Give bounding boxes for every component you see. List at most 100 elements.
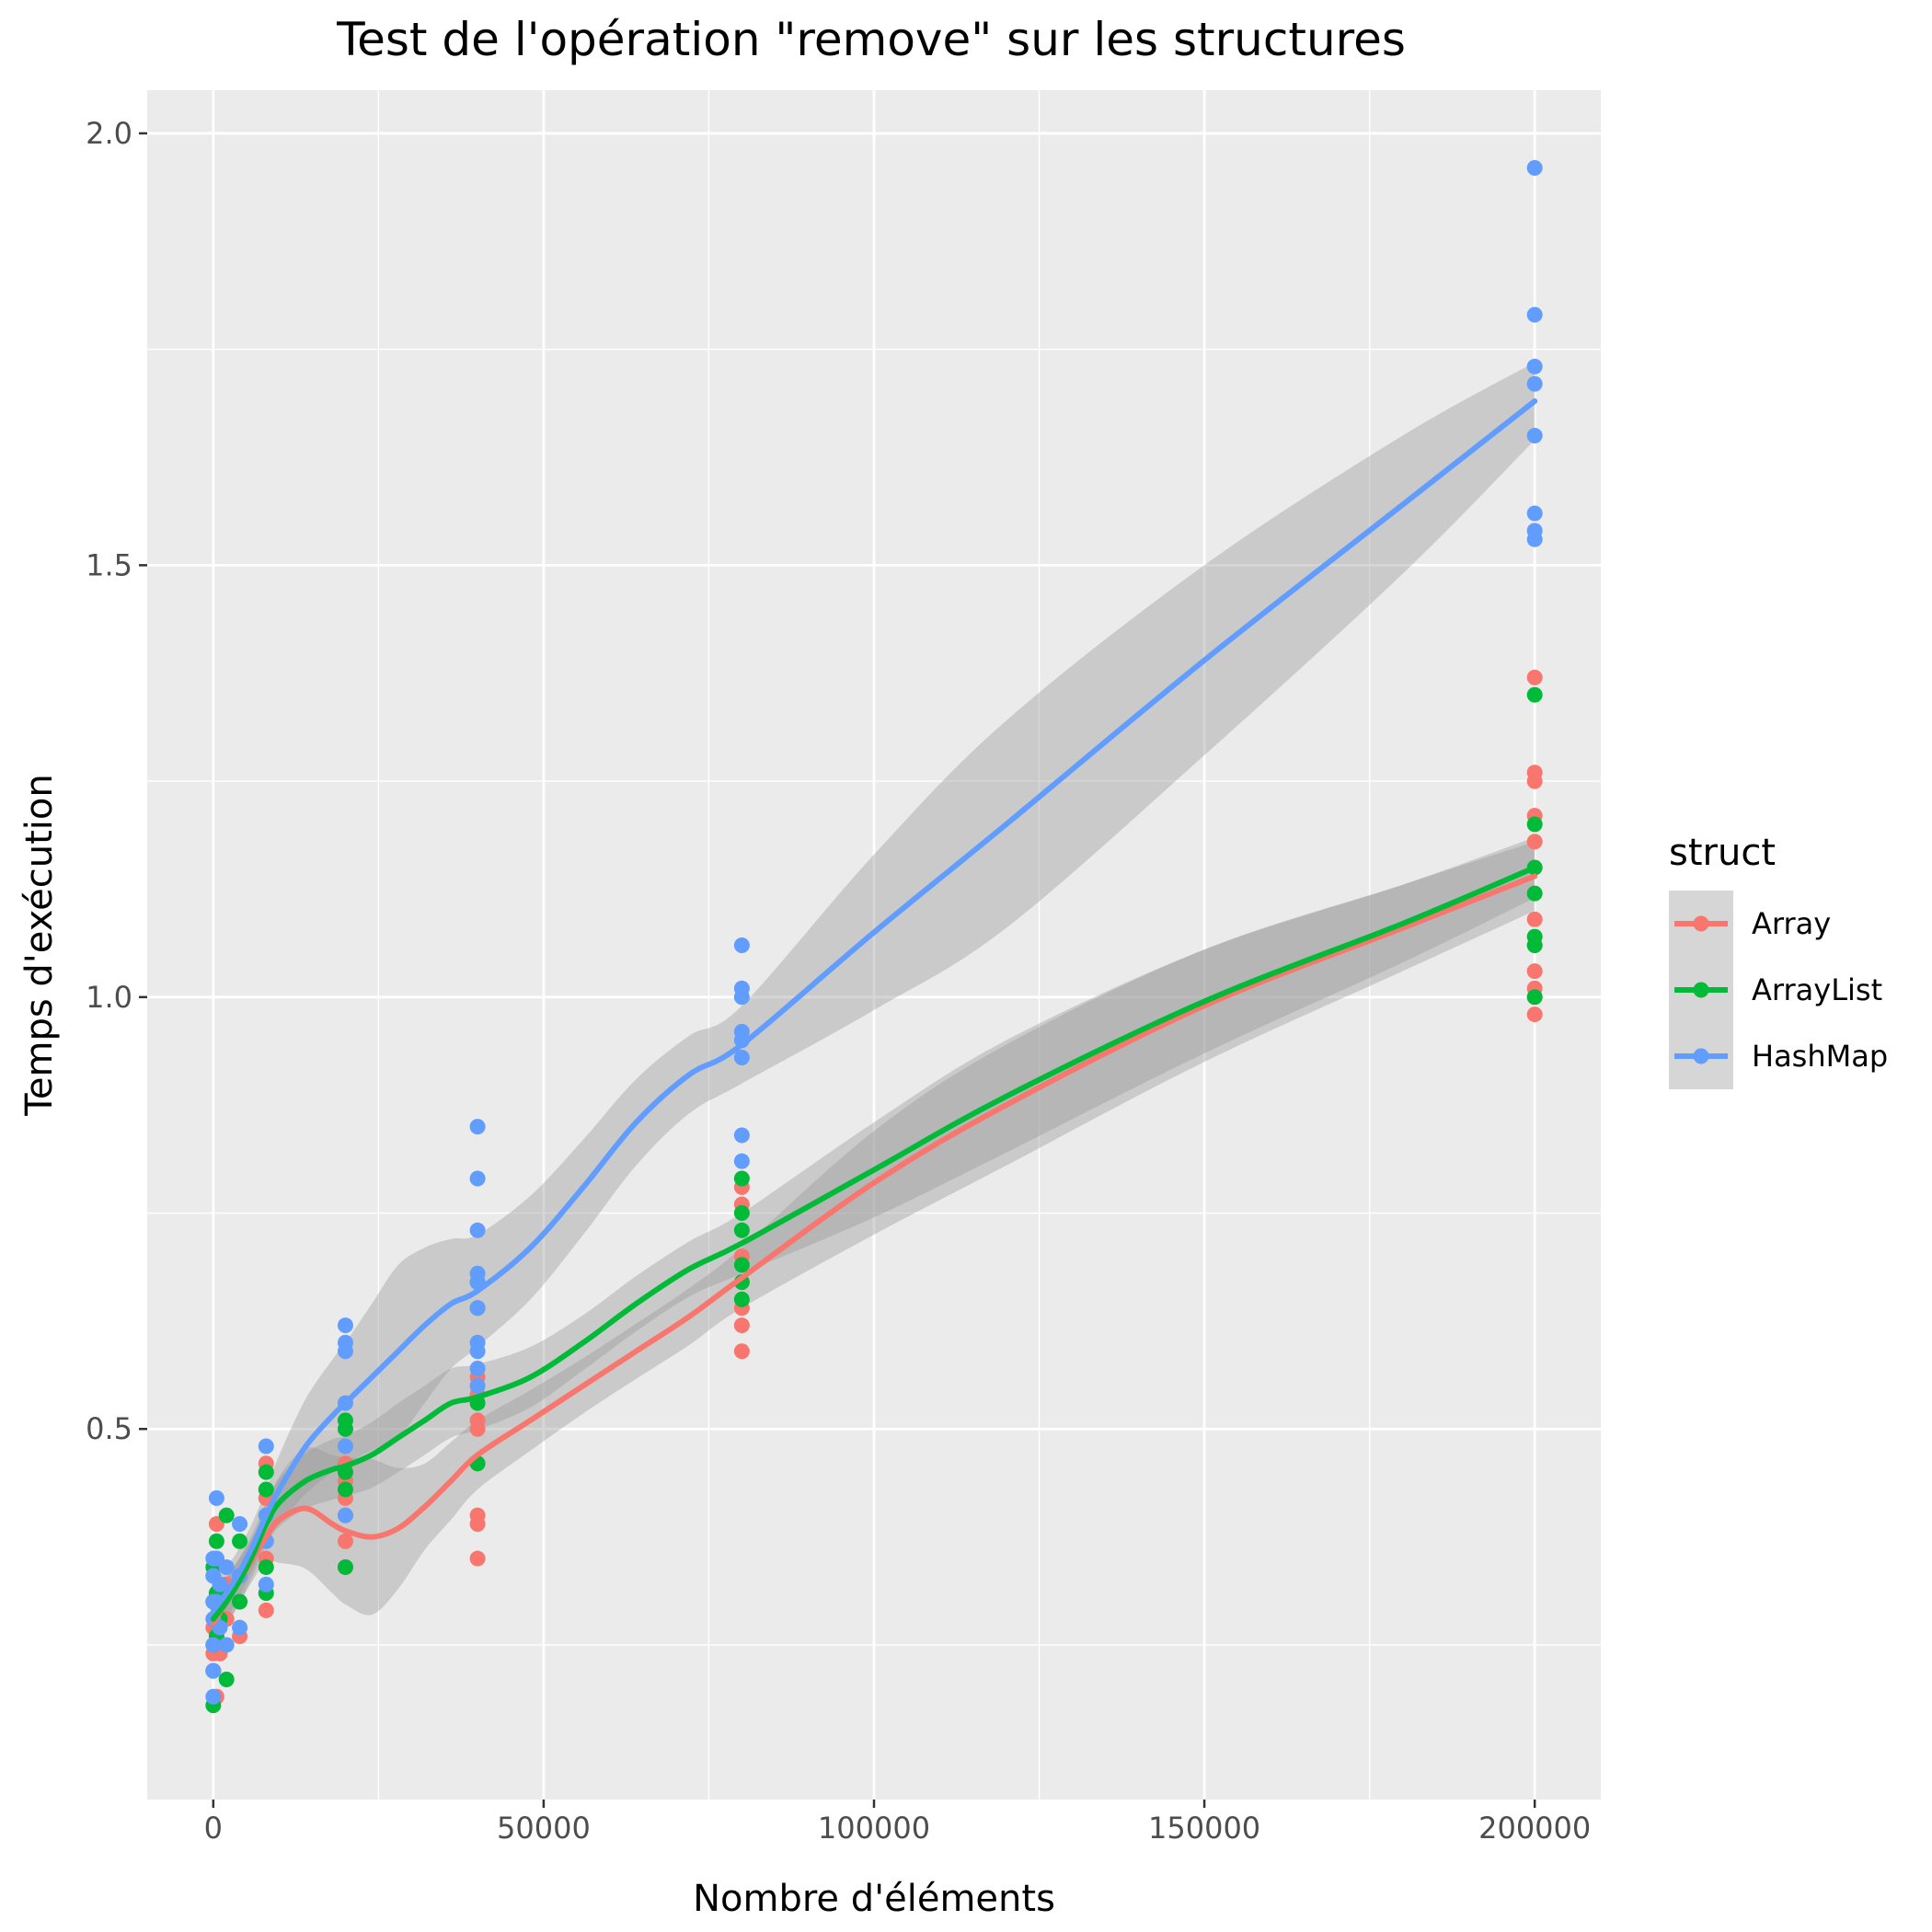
x-axis: 0 50000 100000 150000 200000 xyxy=(204,1800,1591,1846)
smooth-line-array xyxy=(210,873,1538,1627)
data-point-hashmap xyxy=(733,1127,750,1144)
data-point-array xyxy=(1526,1006,1543,1023)
data-point-hashmap xyxy=(1526,428,1543,444)
x-tick-label: 200000 xyxy=(1478,1811,1591,1846)
legend-point-arraylist xyxy=(1693,982,1709,998)
data-point-hashmap xyxy=(205,1637,222,1653)
data-point-arraylist xyxy=(1526,989,1543,1006)
data-point-hashmap xyxy=(1526,505,1543,522)
y-tick-label: 2.0 xyxy=(86,116,132,151)
data-point-hashmap xyxy=(1526,159,1543,176)
legend-title: struct xyxy=(1669,832,1776,874)
data-point-arraylist xyxy=(733,1257,750,1273)
data-point-hashmap xyxy=(469,1222,486,1238)
data-point-hashmap xyxy=(733,937,750,953)
data-point-array xyxy=(337,1533,353,1549)
data-point-hashmap xyxy=(733,1050,750,1066)
data-point-hashmap xyxy=(337,1507,353,1524)
data-point-arraylist xyxy=(258,1464,274,1480)
data-point-hashmap xyxy=(258,1576,274,1593)
data-point-hashmap xyxy=(469,1361,486,1377)
grid-major xyxy=(147,90,1601,1800)
data-point-arraylist xyxy=(232,1593,248,1610)
data-point-hashmap xyxy=(205,1662,222,1679)
data-point-hashmap xyxy=(208,1489,224,1506)
data-point-hashmap xyxy=(469,1119,486,1135)
data-point-array xyxy=(1526,834,1543,850)
data-point-arraylist xyxy=(1526,885,1543,902)
data-point-arraylist xyxy=(337,1412,353,1429)
x-tick-label: 100000 xyxy=(818,1811,930,1846)
data-point-arraylist xyxy=(1526,928,1543,945)
data-point-hashmap xyxy=(337,1317,353,1334)
confidence-bands xyxy=(213,362,1535,1650)
confidence-band-arraylist xyxy=(213,837,1535,1645)
data-point-hashmap xyxy=(469,1170,486,1187)
data-point-arraylist xyxy=(218,1507,235,1524)
data-point-hashmap xyxy=(258,1438,274,1455)
legend-label-hashmap: HashMap xyxy=(1752,1039,1888,1074)
confidence-band-array xyxy=(213,841,1535,1650)
data-point-array xyxy=(733,1343,750,1360)
data-point-arraylist xyxy=(208,1533,224,1549)
x-axis-title: Nombre d'éléments xyxy=(693,1878,1055,1920)
data-point-arraylist xyxy=(232,1533,248,1549)
data-point-arraylist xyxy=(258,1481,274,1498)
legend-label-array: Array xyxy=(1752,906,1831,941)
confidence-band-hashmap xyxy=(213,362,1535,1641)
data-point-hashmap xyxy=(205,1688,222,1705)
data-point-hashmap xyxy=(469,1265,486,1282)
data-point-array xyxy=(1526,669,1543,685)
data-point-array xyxy=(1526,765,1543,781)
data-point-array xyxy=(469,1412,486,1429)
data-point-arraylist xyxy=(337,1481,353,1498)
data-point-hashmap xyxy=(1526,523,1543,539)
data-point-arraylist xyxy=(1526,686,1543,703)
data-point-array xyxy=(1526,963,1543,980)
y-tick-label: 0.5 xyxy=(86,1411,132,1446)
data-point-hashmap xyxy=(469,1377,486,1394)
data-point-hashmap xyxy=(1526,358,1543,374)
data-point-hashmap xyxy=(218,1558,235,1575)
data-point-array xyxy=(1526,911,1543,927)
smooth-line-arraylist xyxy=(210,864,1538,1622)
data-point-hashmap xyxy=(212,1576,228,1593)
data-point-hashmap xyxy=(733,1153,750,1169)
smooth-line-hashmap xyxy=(210,397,1538,1614)
data-point-hashmap xyxy=(469,1300,486,1317)
x-tick-label: 150000 xyxy=(1148,1811,1260,1846)
data-point-arraylist xyxy=(258,1558,274,1575)
data-point-hashmap xyxy=(1526,375,1543,392)
data-point-arraylist xyxy=(733,1222,750,1238)
legend-point-array xyxy=(1693,915,1709,932)
data-point-hashmap xyxy=(232,1516,248,1533)
data-point-hashmap xyxy=(469,1334,486,1351)
data-point-hashmap xyxy=(733,1023,750,1040)
y-axis-title: Temps d'exécution xyxy=(18,774,61,1116)
x-tick-label: 0 xyxy=(204,1811,223,1846)
data-point-arraylist xyxy=(733,1205,750,1222)
y-tick-label: 1.5 xyxy=(86,547,132,582)
y-axis: 0.5 1.0 1.5 2.0 xyxy=(86,116,147,1446)
smooth-lines xyxy=(210,397,1538,1627)
x-tick-label: 50000 xyxy=(497,1811,591,1846)
data-point-array xyxy=(469,1550,486,1567)
data-point-hashmap xyxy=(337,1438,353,1455)
data-point-array xyxy=(469,1507,486,1524)
data-point-hashmap xyxy=(1526,306,1543,323)
data-point-arraylist xyxy=(1526,816,1543,833)
legend-point-hashmap xyxy=(1693,1048,1709,1064)
data-point-arraylist xyxy=(733,1291,750,1307)
legend: struct Array ArrayList HashMap xyxy=(1669,832,1888,1089)
data-point-array xyxy=(258,1602,274,1618)
data-point-array xyxy=(733,1317,750,1334)
data-point-hashmap xyxy=(337,1334,353,1351)
data-point-hashmap xyxy=(232,1619,248,1636)
data-point-hashmap xyxy=(733,980,750,996)
data-point-hashmap xyxy=(218,1637,235,1653)
data-point-arraylist xyxy=(218,1671,235,1687)
data-point-arraylist xyxy=(733,1170,750,1187)
data-point-arraylist xyxy=(337,1558,353,1575)
chart-title: Test de l'opération "remove" sur les str… xyxy=(336,13,1406,66)
